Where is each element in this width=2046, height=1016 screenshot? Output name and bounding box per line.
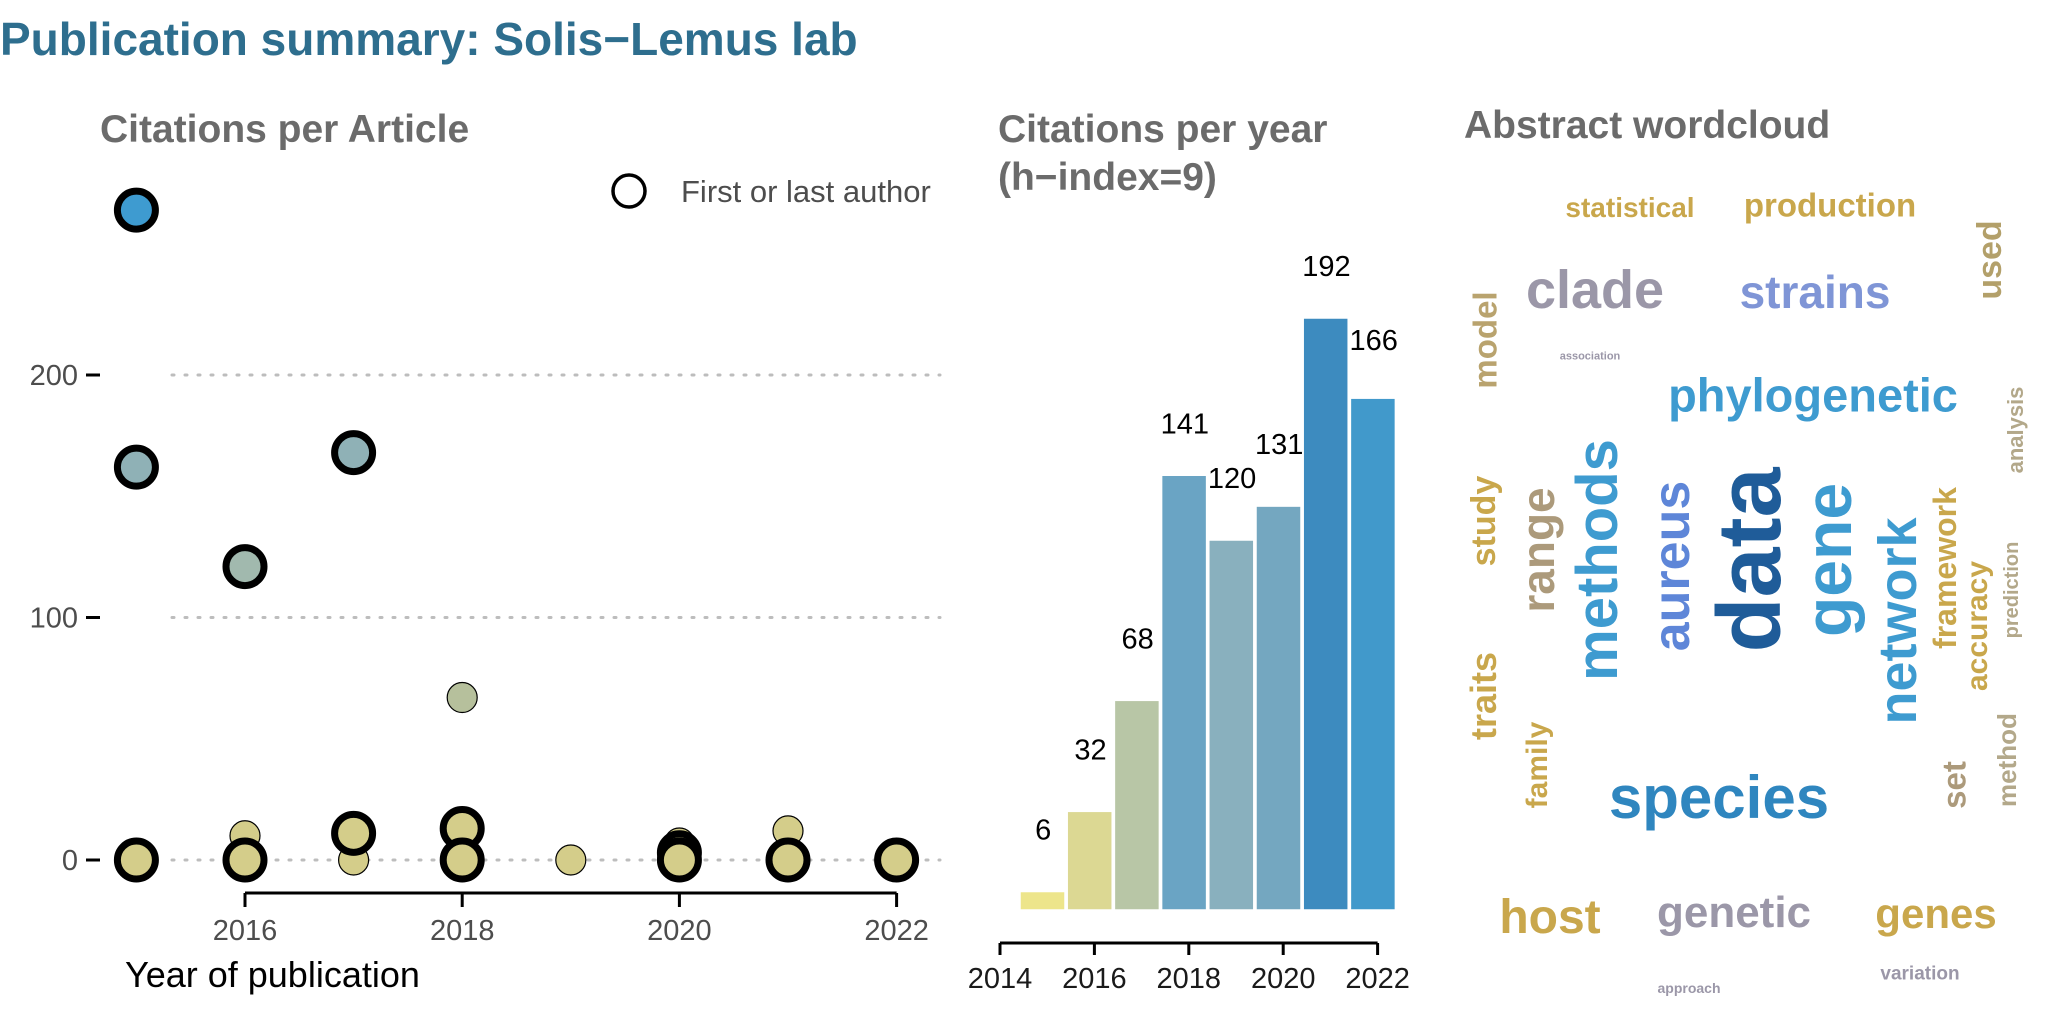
- wordcloud-word-statistical: statistical: [1565, 192, 1695, 223]
- legend-marker-circle: [611, 173, 647, 209]
- bar-value-label-2017: 68: [1122, 623, 1154, 655]
- bar-value-label-2021: 192: [1302, 251, 1350, 283]
- wordcloud-word-analysis: analysis: [2003, 386, 2028, 474]
- bar-panel-title: Citations per year (h−index=9): [998, 106, 1327, 202]
- scatter-point-2019-3: [555, 844, 587, 876]
- bar-panel-subtitle: (h−index=9): [998, 156, 1217, 199]
- bar-value-label-2022: 166: [1349, 325, 1397, 357]
- scatter-point-2016-9: [222, 544, 268, 590]
- wordcloud-word-approach: approach: [1657, 980, 1721, 996]
- bar-2022: [1349, 397, 1397, 911]
- y-tick-label-100: 100: [30, 603, 78, 635]
- x-tick-label-2018: 2018: [430, 915, 495, 947]
- bar-panel-title-line1: Citations per year: [998, 108, 1328, 151]
- bar-value-label-2018: 141: [1161, 408, 1209, 440]
- bar-2016: [1066, 810, 1113, 911]
- wordcloud-word-production: production: [1743, 186, 1917, 224]
- legend-label: First or last author: [681, 174, 931, 209]
- wordcloud-word-network: network: [1868, 517, 1928, 725]
- wordcloud-word-traits: traits: [1463, 651, 1504, 741]
- bar-x-tick-label-2022: 2022: [1345, 963, 1410, 995]
- scatter-point-2017-11: [331, 430, 377, 476]
- bar-2015: [1019, 890, 1066, 911]
- scatter-point-2018-14: [439, 837, 485, 883]
- bar-x-tick-label-2020: 2020: [1251, 963, 1316, 995]
- scatter-panel-title: Citations per Article: [100, 108, 470, 151]
- bar-x-tick-label-2018: 2018: [1157, 963, 1222, 995]
- wordcloud-word-framework: framework: [1927, 487, 1963, 649]
- wordcloud-word-range: range: [1512, 487, 1564, 613]
- bar-2017: [1113, 699, 1161, 911]
- wordcloud-word-accuracy: accuracy: [1961, 560, 1994, 692]
- scatter-point-2015-8: [113, 837, 159, 883]
- wordcloud-word-model: model: [1466, 291, 1504, 389]
- bar-x-tick-label-2014: 2014: [968, 963, 1033, 995]
- scatter-point-2015-6: [113, 187, 159, 233]
- y-tick-label-0: 0: [62, 845, 78, 877]
- x-tick-label-2016: 2016: [213, 915, 278, 947]
- bar-value-label-2020: 131: [1255, 429, 1303, 461]
- wordcloud-word-gene: gene: [1791, 482, 1865, 638]
- wordcloud-word-study: study: [1465, 475, 1503, 567]
- wordcloud-word-association: association: [1559, 350, 1621, 363]
- bar-x-tick-label-2016: 2016: [1062, 963, 1127, 995]
- wordcloud-word-method: method: [1992, 713, 2022, 807]
- wordcloud-word-aureus: aureus: [1643, 480, 1701, 652]
- x-axis-title: Year of publication: [125, 954, 420, 995]
- wordcloud-word-strains: strains: [1739, 266, 1891, 318]
- scatter-point-2016-10: [222, 837, 268, 883]
- scatter-point-2017-12: [331, 810, 377, 856]
- wordcloud-panel-title: Abstract wordcloud: [1464, 104, 1831, 147]
- bar-2018: [1160, 474, 1208, 911]
- citations-scatter-chart: 0 100 200 2016 2018 2020 2022 Year of publicati…: [30, 173, 942, 995]
- bar-value-label-2019: 120: [1208, 463, 1256, 495]
- wordcloud-word-genetic: genetic: [1656, 888, 1812, 937]
- wordcloud-word-used: used: [1971, 220, 2009, 300]
- wordcloud-word-methods: methods: [1565, 439, 1630, 681]
- bar-2020: [1255, 505, 1302, 911]
- abstract-wordcloud: statistical production used clade strains mod…: [1440, 160, 2046, 1016]
- scatter-point-2021-17: [765, 837, 811, 883]
- wordcloud-word-clade: clade: [1525, 260, 1665, 320]
- main-title: Publication summary: Solis−Lemus lab: [0, 13, 858, 65]
- wordcloud-word-species: species: [1608, 764, 1830, 831]
- bar-2019: [1208, 539, 1255, 911]
- wordcloud-word-set: set: [1935, 761, 1973, 809]
- wordcloud-word-genes: genes: [1875, 890, 1997, 937]
- wordcloud-word-family: family: [1521, 721, 1554, 809]
- x-tick-label-2022: 2022: [864, 915, 929, 947]
- wordcloud-word-phylogenetic: phylogenetic: [1668, 368, 1958, 422]
- wordcloud-word-host: host: [1499, 891, 1601, 944]
- wordcloud-word-data: data: [1700, 467, 1800, 653]
- scatter-point-2018-2: [446, 681, 478, 714]
- x-tick-label-2020: 2020: [647, 915, 712, 947]
- bar-value-label-2016: 32: [1074, 734, 1106, 766]
- y-tick-label-200: 200: [30, 360, 78, 392]
- bar-value-label-2015: 6: [1035, 815, 1051, 847]
- scatter-point-2015-7: [113, 444, 159, 490]
- scatter-point-2020-16: [656, 837, 702, 883]
- scatter-point-2022-18: [874, 837, 920, 883]
- bar-2021: [1302, 317, 1349, 911]
- wordcloud-word-variation: variation: [1880, 963, 1960, 985]
- wordcloud-word-prediction: prediction: [2001, 541, 2023, 639]
